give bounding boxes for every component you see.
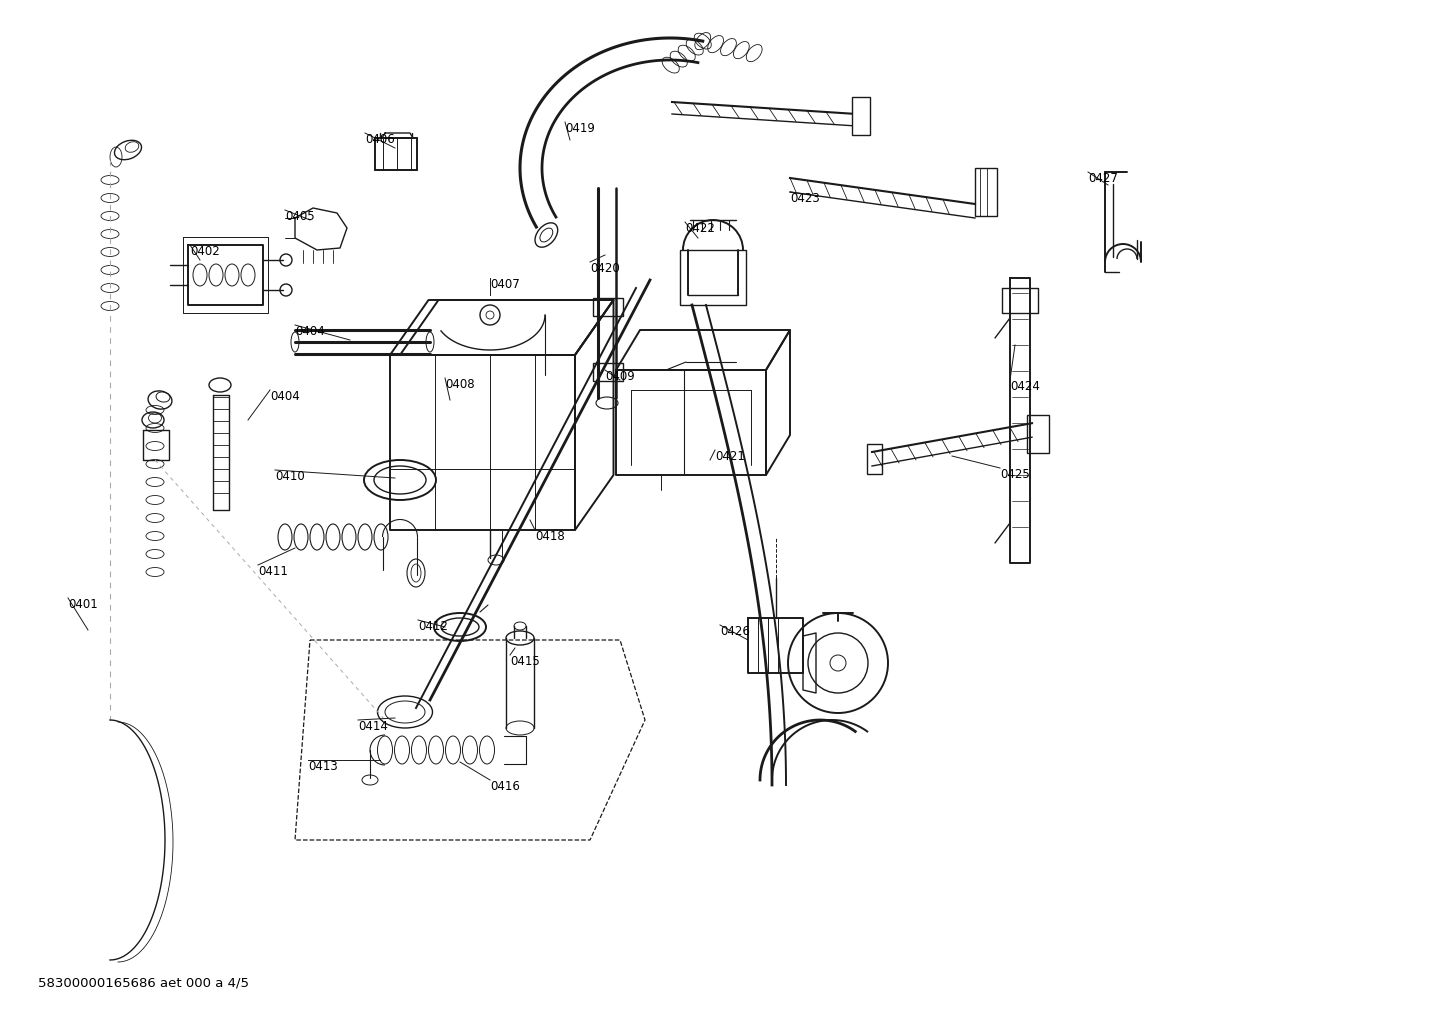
Text: 0424: 0424	[1009, 380, 1040, 393]
Text: 0423: 0423	[790, 192, 819, 205]
Text: 0427: 0427	[1089, 172, 1118, 185]
Bar	[593, 298, 623, 316]
Text: 0422: 0422	[685, 222, 715, 235]
Text: 0404: 0404	[270, 390, 300, 403]
Text: 0410: 0410	[275, 470, 304, 483]
Text: 0404: 0404	[296, 325, 324, 338]
Text: 0402: 0402	[190, 245, 219, 258]
Bar	[852, 97, 870, 135]
Text: 0414: 0414	[358, 720, 388, 733]
Bar	[593, 363, 623, 381]
Text: 0413: 0413	[309, 760, 337, 773]
Text: 0416: 0416	[490, 780, 521, 793]
Bar	[867, 444, 883, 474]
Text: 0419: 0419	[565, 122, 596, 135]
Text: 0421: 0421	[715, 450, 746, 463]
Bar	[375, 138, 417, 170]
Text: 0412: 0412	[418, 620, 448, 633]
Text: 0409: 0409	[606, 370, 634, 383]
Text: 0418: 0418	[535, 530, 565, 543]
Text: 58300000165686 aet 000 a 4/5: 58300000165686 aet 000 a 4/5	[37, 977, 249, 990]
Text: 0408: 0408	[446, 378, 474, 391]
Text: 0415: 0415	[510, 655, 539, 668]
Text: 0420: 0420	[590, 262, 620, 275]
Text: 0407: 0407	[490, 278, 519, 291]
Text: 0425: 0425	[999, 468, 1030, 481]
Bar	[681, 250, 746, 305]
Text: 0411: 0411	[258, 565, 288, 578]
Text: 0401: 0401	[68, 598, 98, 611]
Bar	[975, 168, 996, 216]
Text: 0406: 0406	[365, 133, 395, 146]
Text: 0405: 0405	[286, 210, 314, 223]
Text: 0426: 0426	[720, 625, 750, 638]
Bar	[1027, 415, 1048, 453]
